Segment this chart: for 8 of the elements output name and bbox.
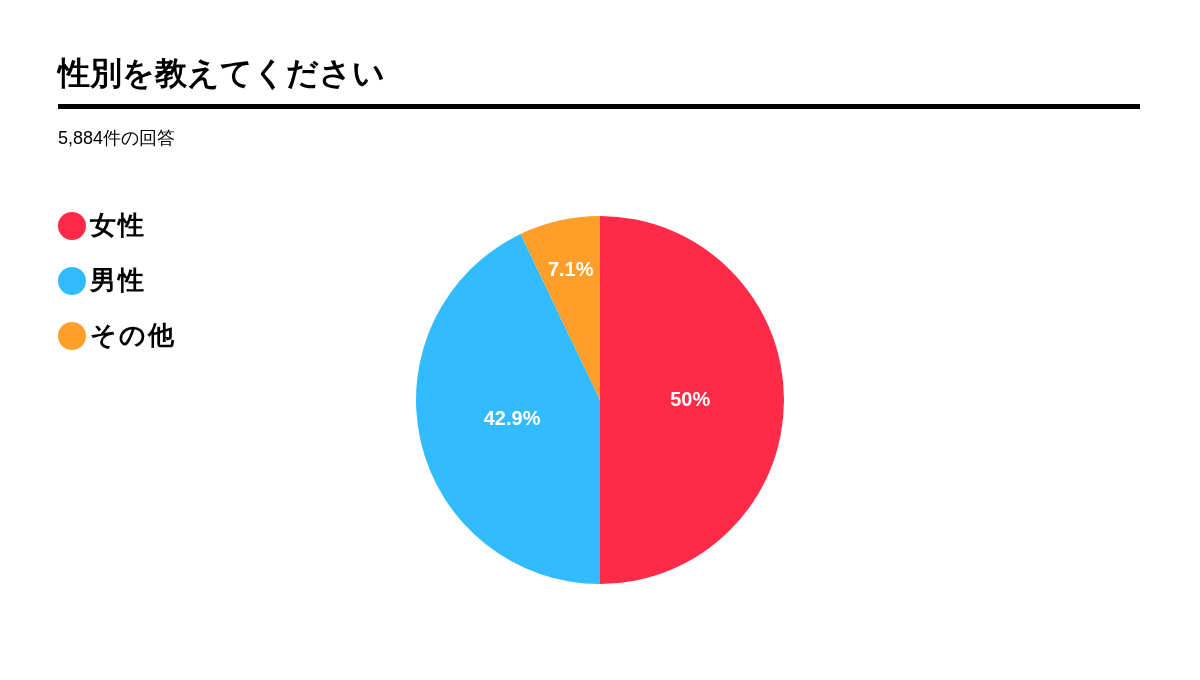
chart-subtitle: 5,884件の回答 (58, 127, 176, 150)
legend-label: その他 (90, 319, 176, 352)
data-label: 7.1% (547, 258, 594, 281)
data-label: 50% (670, 387, 711, 410)
legend-label: 女性 (90, 209, 146, 242)
legend-label: 男性 (90, 264, 146, 297)
chart-title: 性別を教えてください (58, 54, 385, 93)
data-label: 42.9% (483, 407, 541, 430)
